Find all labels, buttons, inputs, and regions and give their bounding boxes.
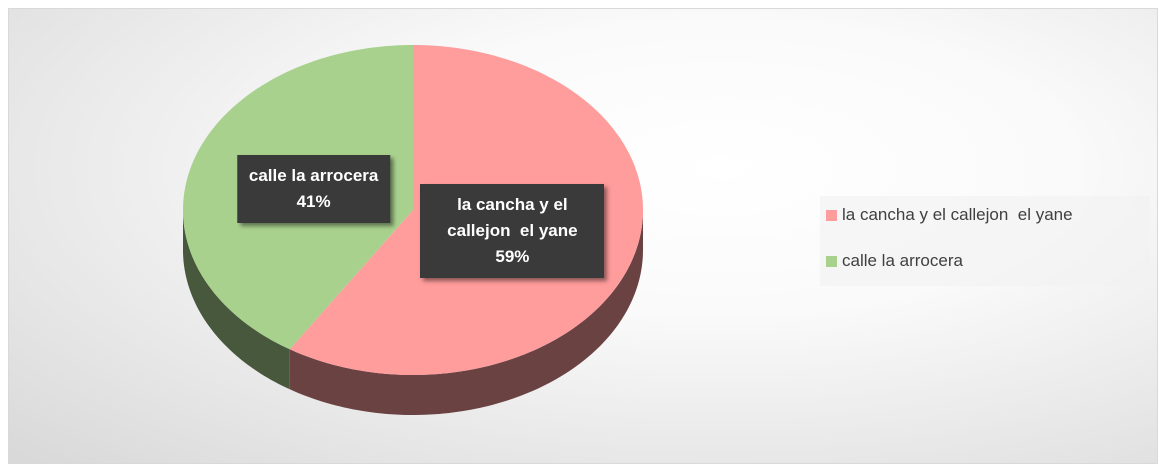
legend-item: calle la arrocera	[826, 251, 963, 271]
slice-side	[289, 210, 643, 415]
legend-swatch	[826, 209, 837, 221]
data-label-category: la cancha y el callejon el yane	[447, 194, 578, 240]
legend-item: la cancha y el callejon el yane	[826, 205, 1073, 225]
legend: la cancha y el callejon el yane calle la …	[820, 196, 1150, 286]
data-label: calle la arrocera 41%	[236, 155, 391, 224]
data-label-value: 41%	[296, 192, 331, 212]
slice-side	[183, 210, 290, 390]
legend-label: la cancha y el callejon el yane	[842, 205, 1073, 224]
legend-swatch	[826, 255, 837, 267]
data-label: la cancha y el callejon el yane 59%	[420, 183, 605, 278]
data-label-category: calle la arrocera	[248, 166, 379, 186]
data-label-value: 59%	[495, 246, 530, 266]
legend-label: calle la arrocera	[842, 251, 963, 270]
